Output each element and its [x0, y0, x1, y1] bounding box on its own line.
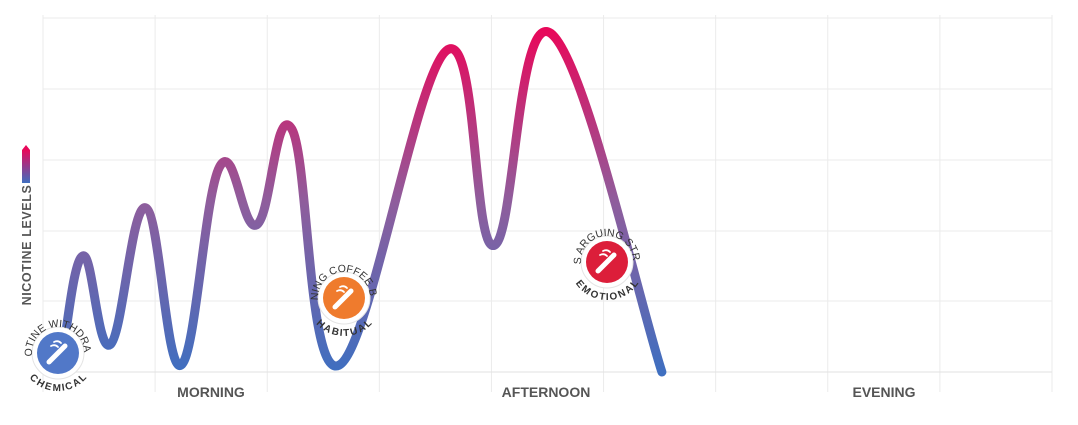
y-axis-label: NICOTINE LEVELS [20, 185, 34, 306]
period-label-morning: MORNING [177, 384, 245, 400]
period-label-afternoon: AFTERNOON [502, 384, 591, 400]
series-line-group [56, 26, 667, 377]
trigger-badge-emotional: KIDS ARGUING STRESS EMOTIONAL [572, 227, 642, 303]
period-label-evening: EVENING [852, 384, 915, 400]
y-legend-bar [22, 145, 30, 183]
cigarette-icon [332, 285, 354, 310]
nicotine-level-line [56, 26, 667, 377]
trigger-badge-habitual: MORNING COFFEE BREAK HABITUAL [309, 263, 379, 339]
cigarette-icon [595, 249, 617, 274]
grid [42, 15, 1053, 392]
trigger-badge-chemical: NICOTINE WITHDRAWAL CHEMICAL [23, 318, 93, 394]
cigarette-icon [46, 340, 68, 365]
